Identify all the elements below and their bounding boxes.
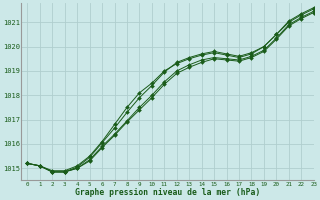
X-axis label: Graphe pression niveau de la mer (hPa): Graphe pression niveau de la mer (hPa) [75,188,260,197]
